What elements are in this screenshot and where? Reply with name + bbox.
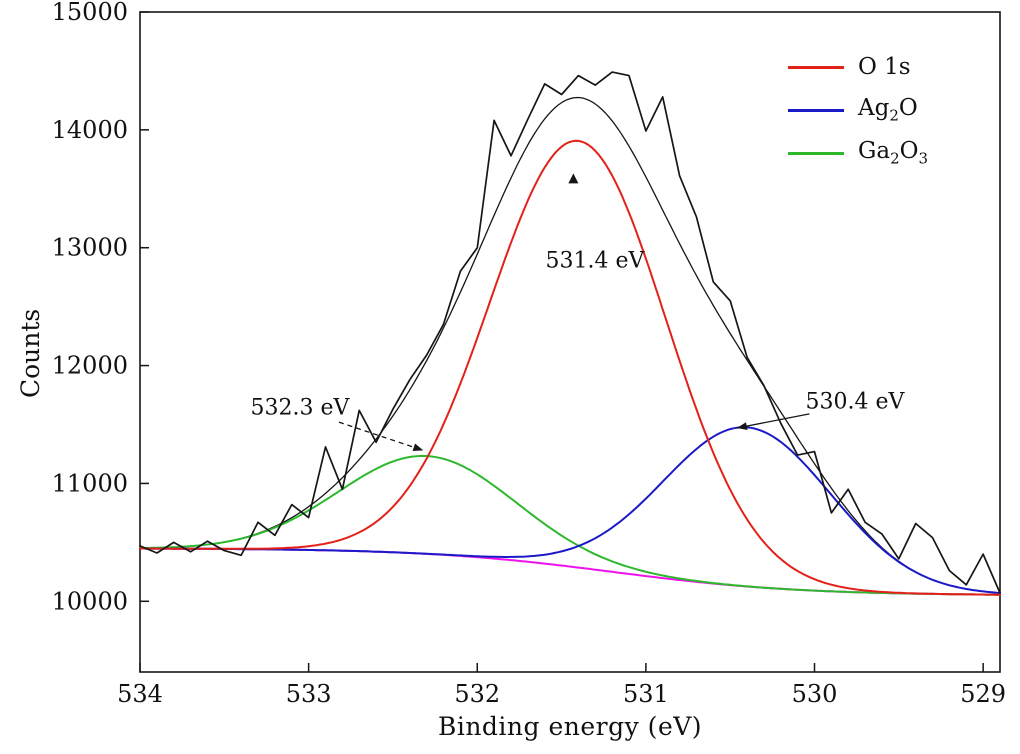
annotation-arrowhead-peak-ga2o3 <box>412 443 424 452</box>
x-tick-label: 534 <box>117 680 163 708</box>
x-tick-label: 530 <box>792 680 838 708</box>
x-tick-label: 531 <box>623 680 669 708</box>
legend-entry-o1s: O 1s <box>788 52 928 82</box>
annotation-arrowhead-peak-ag2o <box>736 422 748 431</box>
y-tick-label: 13000 <box>52 234 128 262</box>
y-tick-label: 14000 <box>52 116 128 144</box>
annotation-arrow-peak-ag2o <box>736 413 810 429</box>
annotation-peak-531-4: 531.4 eV <box>545 248 645 274</box>
background-curve <box>139 547 1001 596</box>
legend-label-o1s: O 1s <box>858 53 911 80</box>
legend-swatch-o1s <box>788 65 844 69</box>
y-tick-label: 12000 <box>52 352 128 380</box>
curve-ag2o <box>139 426 1001 594</box>
legend-entry-ga2o3: Ga2O3 <box>788 138 928 168</box>
y-tick-label: 10000 <box>52 587 128 615</box>
legend-swatch-ga2o3 <box>788 151 844 155</box>
raw-data-curve <box>139 71 1001 594</box>
annotation-peak-532-3: 532.3 eV <box>250 395 350 421</box>
x-tick-label: 532 <box>454 680 500 708</box>
annotation-peak-530-4: 530.4 eV <box>805 389 905 415</box>
legend-entry-ag2o: Ag2O <box>788 95 928 125</box>
fit-envelope-curve <box>139 96 1001 594</box>
legend-label-ga2o3: Ga2O3 <box>858 137 929 168</box>
y-tick-label: 15000 <box>52 0 128 26</box>
curve-ga2o3 <box>139 454 1001 596</box>
y-axis-label: Counts <box>16 308 45 398</box>
x-tick-label: 529 <box>960 680 1006 708</box>
legend-swatch-ag2o <box>788 108 844 112</box>
legend-label-ag2o: Ag2O <box>858 94 918 125</box>
annotation-arrow-peak-ga2o3 <box>338 421 424 452</box>
x-tick-label: 533 <box>286 680 332 708</box>
legend: O 1s Ag2O Ga2O3 <box>788 52 928 168</box>
x-axis-label: Binding energy (eV) <box>437 712 703 741</box>
plot-frame <box>139 11 1001 673</box>
annotation-marker-peak-o1s <box>568 173 579 184</box>
curve-o1s <box>139 139 1001 596</box>
y-tick-label: 11000 <box>52 469 128 497</box>
